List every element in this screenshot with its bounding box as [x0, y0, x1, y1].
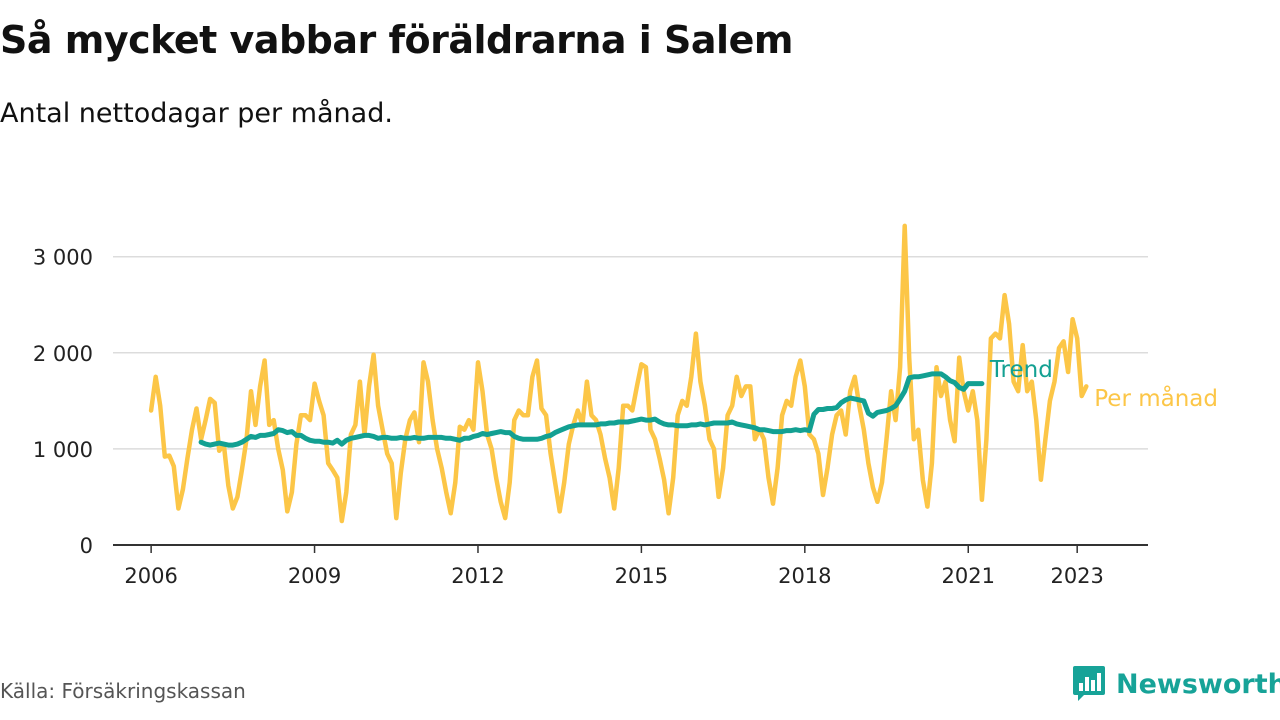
series-label-trend: Trend: [989, 357, 1053, 383]
y-tick-label: 0: [80, 534, 93, 558]
y-tick-label: 2 000: [33, 342, 93, 366]
series-labels: Per månad Trend: [989, 357, 1218, 412]
x-tick-label: 2009: [288, 564, 341, 588]
x-tick-label: 2021: [942, 564, 995, 588]
gridlines: [113, 255, 1148, 450]
x-tick-label: 2023: [1050, 564, 1103, 588]
series-line-trend: [198, 371, 985, 448]
x-axis-ticks: 2006 2009 2012 2015 2018 2021 2023: [124, 545, 1104, 588]
chart-subtitle: Antal nettodagar per månad.: [0, 98, 393, 129]
brand-name: Newsworthy: [1116, 668, 1280, 700]
chart-title: Så mycket vabbar föräldrarna i Salem: [0, 18, 793, 62]
series-line-per-manad: [148, 223, 1089, 524]
y-tick-label: 3 000: [33, 246, 93, 270]
x-tick-label: 2006: [124, 564, 177, 588]
series-lines: [148, 223, 1089, 524]
y-tick-label: 1 000: [33, 438, 93, 462]
bar-chart-icon: [1073, 666, 1105, 701]
x-tick-label: 2015: [615, 564, 668, 588]
y-axis-ticks: 0 1 000 2 000 3 000: [33, 246, 93, 558]
x-tick-label: 2018: [778, 564, 831, 588]
brand-logo: Newsworthy: [1072, 664, 1280, 704]
x-tick-label: 2012: [451, 564, 504, 588]
series-label-per-manad: Per månad: [1094, 384, 1218, 412]
source-note: Källa: Försäkringskassan: [0, 679, 246, 703]
